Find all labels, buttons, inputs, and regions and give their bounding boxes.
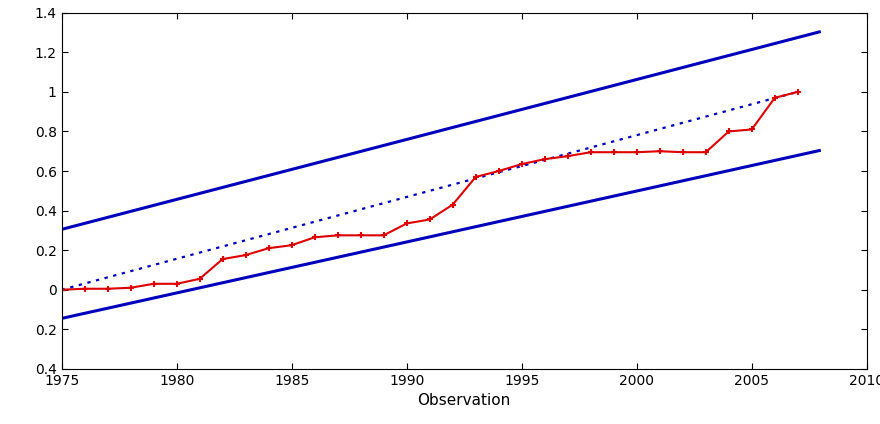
X-axis label: Observation: Observation bbox=[418, 393, 510, 408]
